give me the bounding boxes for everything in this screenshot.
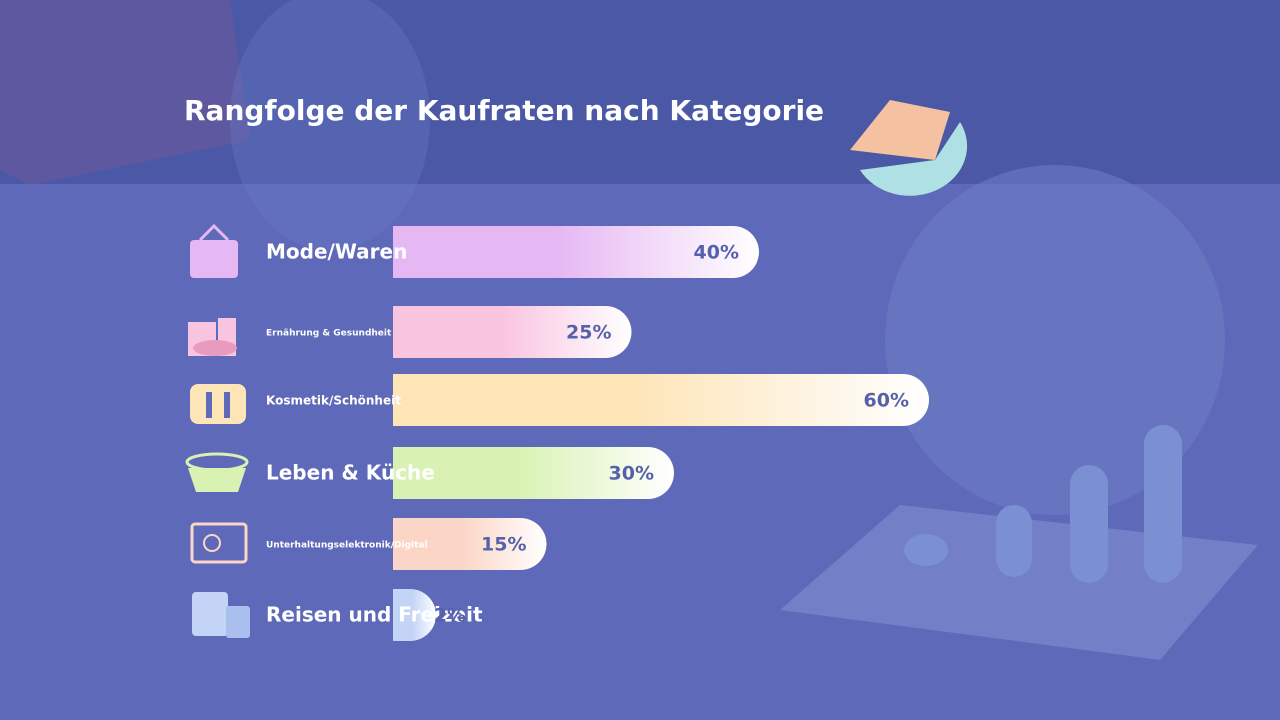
- category-label: Ernährung & Gesundheit: [266, 329, 392, 339]
- value-label: 60%: [864, 390, 909, 412]
- bar: [393, 589, 436, 641]
- decor-paper: [780, 505, 1258, 660]
- decor-pie-slice: [860, 122, 968, 196]
- value-label: 40%: [694, 242, 739, 264]
- bar: [393, 447, 674, 499]
- value-label: 2%: [434, 605, 466, 627]
- chart-title: Rangfolge der Kaufraten nach Kategorie: [184, 94, 824, 127]
- icon-microwave: [190, 522, 248, 564]
- decor-pie: [885, 165, 1225, 515]
- category-label: Mode/Waren: [266, 240, 407, 264]
- category-label: Reisen und Freizeit: [266, 603, 483, 627]
- value-label: 25%: [566, 322, 611, 344]
- decor-column: [1144, 425, 1182, 583]
- bar: [393, 306, 632, 358]
- value-label: 15%: [481, 534, 526, 556]
- bar: [393, 518, 547, 570]
- decor-shape: [0, 0, 250, 185]
- bar: [393, 226, 759, 278]
- decor-shape: [230, 0, 430, 250]
- category-label: Leben & Küche: [266, 461, 435, 485]
- icon-food: [188, 318, 237, 356]
- decor-column: [904, 534, 948, 566]
- bar: [393, 374, 929, 426]
- category-label: Kosmetik/Schönheit: [266, 394, 401, 408]
- decor-pie-slice: [850, 100, 950, 160]
- decor-column: [996, 505, 1032, 577]
- category-label: Unterhaltungselektronik/Digital: [266, 541, 428, 551]
- decor-column: [1070, 465, 1108, 583]
- icon-cosmetic: [190, 384, 246, 424]
- value-label: 30%: [609, 463, 654, 485]
- icon-luggage: [192, 592, 250, 638]
- icon-pot: [185, 452, 249, 492]
- icon-bag: [190, 223, 238, 278]
